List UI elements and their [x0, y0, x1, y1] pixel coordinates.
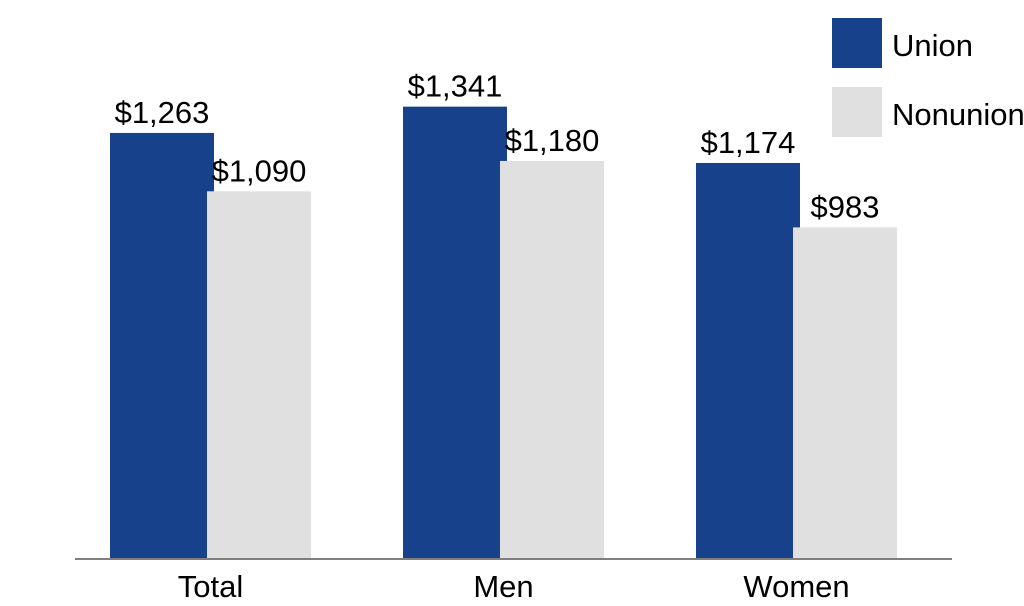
bars-group	[110, 106, 897, 560]
legend-swatch-union	[832, 18, 882, 68]
value-label-union-women: $1,174	[701, 125, 796, 160]
value-label-union-total: $1,263	[115, 95, 210, 130]
bar-union-women	[696, 162, 800, 559]
category-label-total: Total	[178, 569, 243, 604]
category-label-men: Men	[473, 569, 533, 604]
bar-nonunion-total	[207, 191, 311, 559]
value-label-nonunion-total: $1,090	[212, 153, 307, 188]
value-label-nonunion-women: $983	[811, 189, 880, 224]
legend: Union Nonunion	[832, 18, 1024, 137]
bar-nonunion-men	[500, 160, 604, 560]
bar-union-men	[403, 106, 507, 560]
value-label-union-men: $1,341	[408, 69, 503, 104]
legend-swatch-nonunion	[832, 87, 882, 137]
legend-label-nonunion: Nonunion	[892, 97, 1024, 132]
bar-nonunion-women	[793, 227, 897, 559]
value-label-nonunion-men: $1,180	[505, 123, 600, 158]
bar-union-total	[110, 132, 214, 559]
value-labels-group: $1,263$1,090 $1,341$1,180 $1,174 $983	[115, 69, 880, 225]
category-label-women: Women	[743, 569, 849, 604]
category-labels-group: Total Men Women	[178, 569, 850, 604]
legend-label-union: Union	[892, 28, 973, 63]
